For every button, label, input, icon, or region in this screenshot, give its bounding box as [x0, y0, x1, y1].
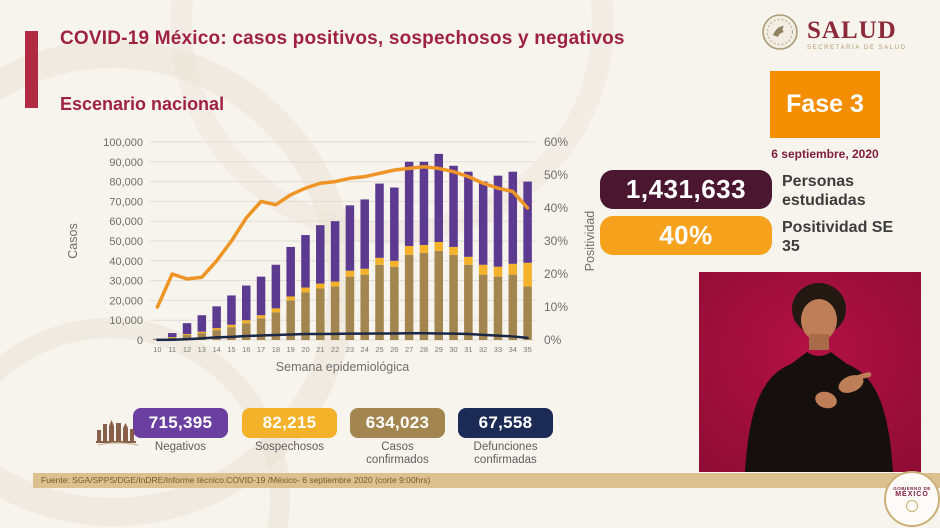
interpreter-neck	[809, 334, 829, 350]
svg-text:21: 21	[316, 345, 324, 354]
salud-seal-icon	[760, 12, 800, 57]
svg-text:33: 33	[494, 345, 502, 354]
svg-text:22: 22	[331, 345, 339, 354]
total-sospechosos-label: Sospechosos	[254, 441, 325, 453]
kpi-positividad-label: Positividad SE 35	[782, 219, 894, 255]
svg-text:70,000: 70,000	[109, 196, 143, 208]
svg-text:50%: 50%	[544, 168, 568, 182]
svg-text:23: 23	[346, 345, 354, 354]
total-defunciones-label: Defunciones confirmadas	[473, 441, 538, 467]
svg-text:11: 11	[168, 345, 176, 354]
source-bar: Fuente: SGA/SPPS/DGE/InDRE/Informe técni…	[33, 473, 940, 488]
svg-text:Positividad: Positividad	[583, 211, 597, 271]
kpi-personas-estudiadas-value: 1,431,633	[600, 170, 772, 209]
phase-badge: Fase 3	[770, 71, 880, 138]
title-accent-bar	[25, 31, 38, 108]
svg-text:40%: 40%	[544, 201, 568, 215]
svg-text:15: 15	[227, 345, 235, 354]
total-negativos: 715,395 Negativos	[133, 408, 228, 454]
kpi-personas-estudiadas-label: Personas estudiadas	[782, 173, 866, 209]
section-subtitle: Escenario nacional	[60, 94, 225, 114]
svg-text:60,000: 60,000	[109, 216, 143, 228]
sign-language-interpreter-video	[699, 272, 921, 472]
svg-text:32: 32	[479, 345, 487, 354]
svg-text:30,000: 30,000	[109, 276, 143, 288]
svg-text:25: 25	[375, 345, 383, 354]
svg-text:10,000: 10,000	[109, 315, 143, 327]
svg-text:40,000: 40,000	[109, 256, 143, 268]
interpreter-hand-left	[815, 391, 837, 409]
svg-text:Semana epidemiológica: Semana epidemiológica	[276, 360, 409, 374]
svg-text:17: 17	[257, 345, 265, 354]
total-negativos-value: 715,395	[133, 408, 228, 438]
source-text: Fuente: SGA/SPPS/DGE/InDRE/Informe técni…	[41, 475, 431, 485]
salud-logo-name: SALUD	[807, 17, 897, 44]
svg-text:12: 12	[183, 345, 191, 354]
svg-text:50,000: 50,000	[109, 236, 143, 248]
svg-text:31: 31	[464, 345, 472, 354]
svg-text:10: 10	[153, 345, 161, 354]
salud-logo-text: SALUD SECRETARÍA DE SALUD	[807, 18, 907, 51]
page-title: COVID-19 México: casos positivos, sospec…	[60, 28, 625, 49]
svg-text:13: 13	[198, 345, 206, 354]
svg-text:20: 20	[301, 345, 309, 354]
svg-text:18: 18	[272, 345, 280, 354]
total-negativos-label: Negativos	[154, 441, 207, 453]
svg-text:26: 26	[390, 345, 398, 354]
svg-text:100,000: 100,000	[103, 137, 143, 149]
total-casos-confirmados: 634,023 Casos confirmados	[350, 408, 445, 467]
seal-line2: MÉXICO	[895, 491, 929, 498]
total-sospechosos: 82,215 Sospechosos	[242, 408, 337, 454]
total-defunciones: 67,558 Defunciones confirmadas	[458, 408, 553, 467]
svg-text:60%: 60%	[544, 135, 568, 149]
seal-line1: GOBIERNO DE	[893, 486, 931, 491]
total-defunciones-value: 67,558	[458, 408, 553, 438]
svg-text:0%: 0%	[544, 333, 562, 347]
svg-text:28: 28	[420, 345, 428, 354]
svg-text:34: 34	[509, 345, 517, 354]
svg-text:29: 29	[435, 345, 443, 354]
svg-text:20%: 20%	[544, 267, 568, 281]
svg-text:0: 0	[137, 335, 143, 347]
kpi-positividad-value: 40%	[600, 216, 772, 255]
svg-text:30: 30	[449, 345, 457, 354]
interpreter-hand-right	[838, 375, 864, 393]
total-sospechosos-value: 82,215	[242, 408, 337, 438]
svg-text:19: 19	[287, 345, 295, 354]
city-skyline-icon	[94, 414, 142, 446]
salud-logo: SALUD SECRETARÍA DE SALUD	[760, 12, 907, 57]
interpreter-face	[801, 299, 837, 341]
svg-text:14: 14	[212, 345, 220, 354]
svg-text:Casos: Casos	[66, 223, 80, 258]
seal-emblem-icon	[906, 500, 918, 512]
svg-text:10%: 10%	[544, 300, 568, 314]
report-date: 6 septiembre, 2020	[771, 147, 879, 161]
svg-text:20,000: 20,000	[109, 295, 143, 307]
epidemic-week-chart: 0 10,000 20,000 30,000 40,000 50,000 60,000 70,…	[55, 128, 605, 383]
total-casos-confirmados-value: 634,023	[350, 408, 445, 438]
stacked-bar-positivity-chart: 0 10,000 20,000 30,000 40,000 50,000 60,000 70,…	[66, 135, 597, 374]
salud-logo-subtitle: SECRETARÍA DE SALUD	[807, 45, 907, 51]
total-casos-confirmados-label: Casos confirmados	[366, 441, 429, 467]
svg-text:27: 27	[405, 345, 413, 354]
svg-text:35: 35	[523, 345, 531, 354]
svg-text:16: 16	[242, 345, 250, 354]
svg-text:90,000: 90,000	[109, 157, 143, 169]
svg-text:30%: 30%	[544, 234, 568, 248]
svg-text:80,000: 80,000	[109, 177, 143, 189]
gobierno-de-mexico-seal: GOBIERNO DE MÉXICO	[884, 471, 940, 527]
svg-text:24: 24	[361, 345, 369, 354]
